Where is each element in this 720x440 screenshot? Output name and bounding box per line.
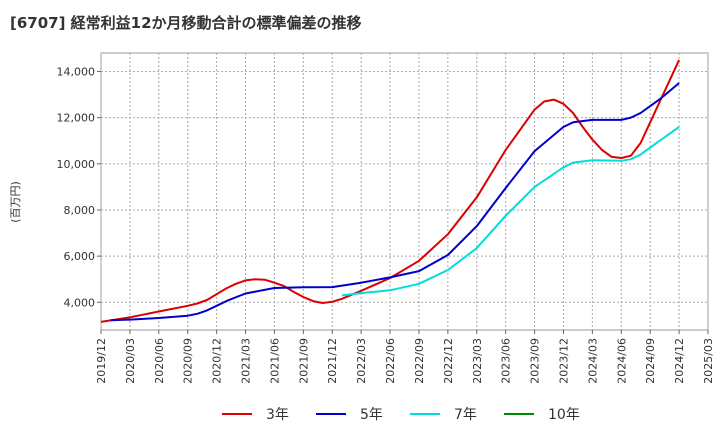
legend-label: 7年 <box>454 407 477 423</box>
y-tick-label: 4,000 <box>64 296 96 309</box>
y-tick-label: 6,000 <box>64 250 96 263</box>
x-tick-label: 2022/06 <box>384 338 397 384</box>
legend: 3年 5年 7年 10年 <box>222 407 580 423</box>
chart-title: [6707] 経常利益12か月移動合計の標準偏差の推移 <box>10 14 362 32</box>
x-tick-label: 2024/06 <box>615 338 628 384</box>
series-line-7年 <box>341 126 680 297</box>
grid <box>100 53 709 330</box>
legend-label: 3年 <box>266 407 289 423</box>
series-lines <box>100 59 681 323</box>
x-tick-label: 2024/12 <box>673 338 686 384</box>
series-line-5年 <box>110 82 680 322</box>
x-tick-label: 2024/03 <box>586 338 599 384</box>
y-axis: 4,000 6,000 8,000 10,000 12,000 14,000 <box>57 65 101 309</box>
y-axis-label: (百万円) <box>9 181 22 223</box>
x-tick-label: 2023/03 <box>471 338 484 384</box>
x-tick-label: 2020/03 <box>124 338 137 384</box>
x-tick-label: 2020/06 <box>153 338 166 384</box>
x-tick-label: 2020/12 <box>211 338 224 384</box>
x-tick-label: 2024/09 <box>644 338 657 384</box>
y-tick-label: 10,000 <box>57 158 96 171</box>
y-tick-label: 12,000 <box>57 112 96 125</box>
x-tick-label: 2023/06 <box>500 338 513 384</box>
x-tick-label: 2021/12 <box>326 338 339 384</box>
y-tick-label: 14,000 <box>57 65 96 78</box>
series-line-3年 <box>100 59 681 323</box>
x-tick-label: 2020/09 <box>182 338 195 384</box>
x-tick-label: 2022/03 <box>355 338 368 384</box>
x-axis: 2019/12 2020/03 2020/06 2020/09 2020/12 2021/… <box>95 330 715 384</box>
x-tick-label: 2023/12 <box>557 338 570 384</box>
x-tick-label: 2021/03 <box>240 338 253 384</box>
legend-label: 5年 <box>360 407 383 423</box>
y-tick-label: 8,000 <box>64 204 96 217</box>
x-tick-label: 2022/09 <box>413 338 426 384</box>
x-tick-label: 2019/12 <box>95 338 108 384</box>
x-tick-label: 2025/03 <box>702 338 715 384</box>
x-tick-label: 2021/09 <box>297 338 310 384</box>
x-tick-label: 2021/06 <box>268 338 281 384</box>
plot-area <box>100 52 709 331</box>
x-tick-label: 2023/09 <box>529 338 542 384</box>
legend-label: 10年 <box>548 407 580 423</box>
x-tick-label: 2022/12 <box>442 338 455 384</box>
